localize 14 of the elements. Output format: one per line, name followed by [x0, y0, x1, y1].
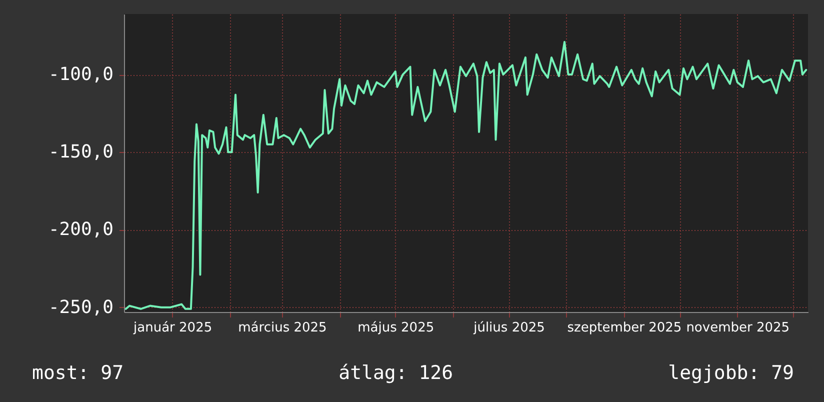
text: most: 97	[32, 362, 124, 384]
x-tick-label: július 2025	[472, 320, 545, 336]
x-tick-label: január 2025	[132, 320, 212, 336]
y-tick-label: -150,0	[48, 142, 114, 163]
x-tick-label: november 2025	[686, 320, 790, 336]
y-tick-label: -250,0	[48, 296, 114, 318]
y-tick-label: -200,0	[48, 219, 114, 240]
x-tick-label: szeptember 2025	[567, 320, 682, 336]
x-tick-label: március 2025	[238, 320, 327, 336]
text: átlag: 126	[338, 362, 454, 384]
text: legjobb: 79	[668, 362, 794, 384]
y-tick-label: -100,0	[48, 64, 114, 86]
x-tick-label: május 2025	[358, 320, 434, 336]
line-series	[124, 40, 808, 310]
